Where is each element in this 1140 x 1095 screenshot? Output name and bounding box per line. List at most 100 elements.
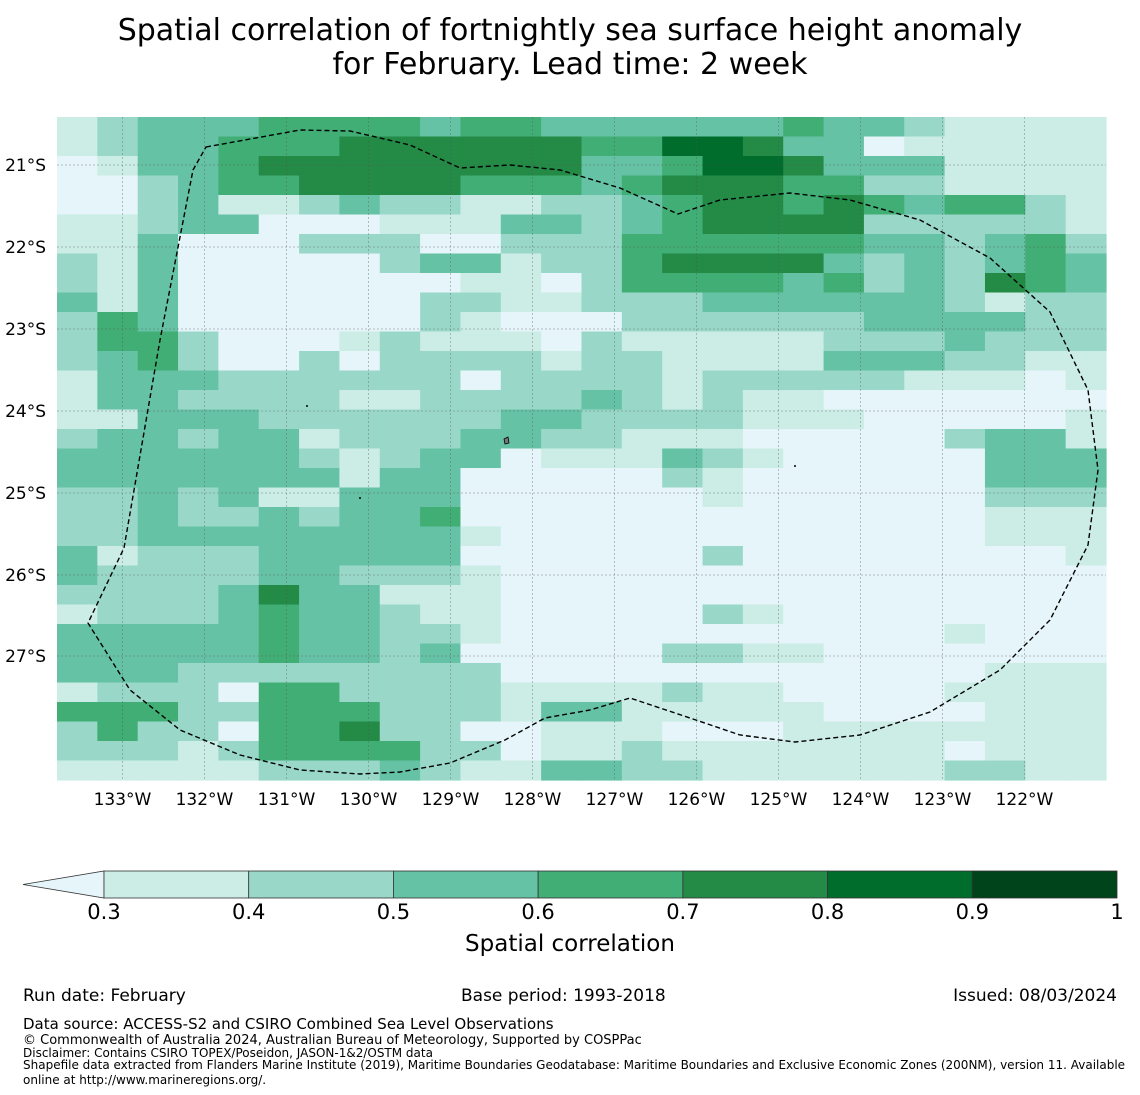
grid-cell bbox=[904, 507, 946, 528]
grid-cell bbox=[97, 468, 139, 489]
colorbar-tick: 0.8 bbox=[810, 900, 845, 924]
grid-cell bbox=[1065, 429, 1107, 450]
island-pitcairn bbox=[503, 436, 510, 445]
grid-cell bbox=[299, 448, 341, 469]
grid-cell bbox=[1065, 585, 1107, 606]
grid-cell bbox=[97, 702, 139, 723]
lat-tick: 23°S bbox=[5, 320, 46, 340]
grid-cell bbox=[258, 351, 300, 372]
grid-cell bbox=[581, 292, 623, 313]
grid-cell bbox=[823, 234, 865, 255]
graticule bbox=[57, 117, 1106, 780]
grid-cell bbox=[904, 156, 946, 177]
grid-cell bbox=[1065, 390, 1107, 411]
grid-cell bbox=[178, 234, 219, 255]
grid-cell bbox=[742, 409, 784, 430]
grid-cell bbox=[339, 546, 381, 567]
grid-cell bbox=[137, 624, 179, 645]
grid-cell bbox=[863, 526, 905, 547]
grid-cell bbox=[137, 565, 179, 586]
grid-cell bbox=[541, 253, 583, 274]
grid-cell bbox=[783, 273, 825, 294]
grid-cell bbox=[1025, 760, 1067, 781]
grid-cell bbox=[581, 565, 623, 586]
grid-cell bbox=[420, 624, 462, 645]
grid-cell bbox=[178, 331, 219, 352]
grid-cell bbox=[1065, 702, 1107, 723]
grid-cell bbox=[339, 721, 381, 742]
grid-cell bbox=[541, 156, 583, 177]
grid-cell bbox=[742, 760, 784, 781]
grid-cell bbox=[339, 214, 381, 235]
grid-cell bbox=[541, 585, 583, 606]
grid-cell bbox=[178, 702, 219, 723]
grid-cell bbox=[944, 565, 986, 586]
grid-cell bbox=[783, 409, 825, 430]
grid-cell bbox=[662, 312, 704, 333]
grid-cell bbox=[299, 741, 341, 762]
grid-cell bbox=[178, 273, 219, 294]
grid-cell bbox=[178, 156, 219, 177]
grid-cell bbox=[702, 448, 744, 469]
grid-cell bbox=[944, 390, 986, 411]
grid-cell bbox=[299, 526, 341, 547]
grid-cell bbox=[662, 585, 704, 606]
grid-cell bbox=[541, 234, 583, 255]
grid-cell bbox=[904, 214, 946, 235]
grid-cell bbox=[137, 370, 179, 391]
grid-cell bbox=[258, 741, 300, 762]
grid-cell bbox=[944, 214, 986, 235]
grid-cell bbox=[783, 604, 825, 625]
grid-cell bbox=[863, 682, 905, 703]
grid-cell bbox=[944, 429, 986, 450]
grid-cell bbox=[500, 390, 542, 411]
grid-cell bbox=[662, 663, 704, 684]
grid-cell bbox=[984, 468, 1026, 489]
grid-cell bbox=[460, 370, 502, 391]
lon-tick: 127°W bbox=[586, 790, 644, 810]
grid-cell bbox=[823, 195, 865, 216]
grid-cell bbox=[702, 156, 744, 177]
grid-cell bbox=[97, 312, 139, 333]
grid-cell bbox=[1025, 721, 1067, 742]
grid-cell bbox=[1065, 156, 1107, 177]
grid-cell bbox=[823, 370, 865, 391]
grid-cell bbox=[178, 253, 219, 274]
grid-cell bbox=[1065, 663, 1107, 684]
grid-cell bbox=[137, 429, 179, 450]
grid-cell bbox=[258, 721, 300, 742]
grid-cell bbox=[57, 663, 98, 684]
grid-cell bbox=[863, 351, 905, 372]
grid-cell bbox=[500, 117, 542, 138]
lat-tick: 25°S bbox=[5, 484, 46, 504]
grid-cell bbox=[57, 331, 98, 352]
grid-cell bbox=[420, 585, 462, 606]
grid-cell bbox=[379, 390, 421, 411]
grid-cell bbox=[379, 156, 421, 177]
island-oeno bbox=[306, 405, 308, 407]
grid-cell bbox=[137, 175, 179, 196]
grid-cell bbox=[1025, 390, 1067, 411]
grid-cell bbox=[420, 507, 462, 528]
grid-cell bbox=[258, 526, 300, 547]
grid-cell bbox=[702, 214, 744, 235]
grid-cell bbox=[904, 390, 946, 411]
grid-cell bbox=[339, 136, 381, 157]
grid-cell bbox=[944, 448, 986, 469]
colorbar-segment bbox=[971, 870, 1118, 899]
grid-cell bbox=[742, 312, 784, 333]
grid-cell bbox=[904, 546, 946, 567]
grid-cell bbox=[783, 312, 825, 333]
grid-cell bbox=[57, 682, 98, 703]
grid-cell bbox=[379, 253, 421, 274]
lat-tick: 24°S bbox=[5, 402, 46, 422]
grid-cell bbox=[258, 234, 300, 255]
grid-cell bbox=[379, 195, 421, 216]
grid-cell bbox=[1065, 292, 1107, 313]
grid-cell bbox=[57, 370, 98, 391]
grid-cell bbox=[944, 253, 986, 274]
grid-cell bbox=[218, 390, 260, 411]
grid-cell bbox=[944, 117, 986, 138]
grid-cell bbox=[581, 429, 623, 450]
grid-cell bbox=[420, 234, 462, 255]
